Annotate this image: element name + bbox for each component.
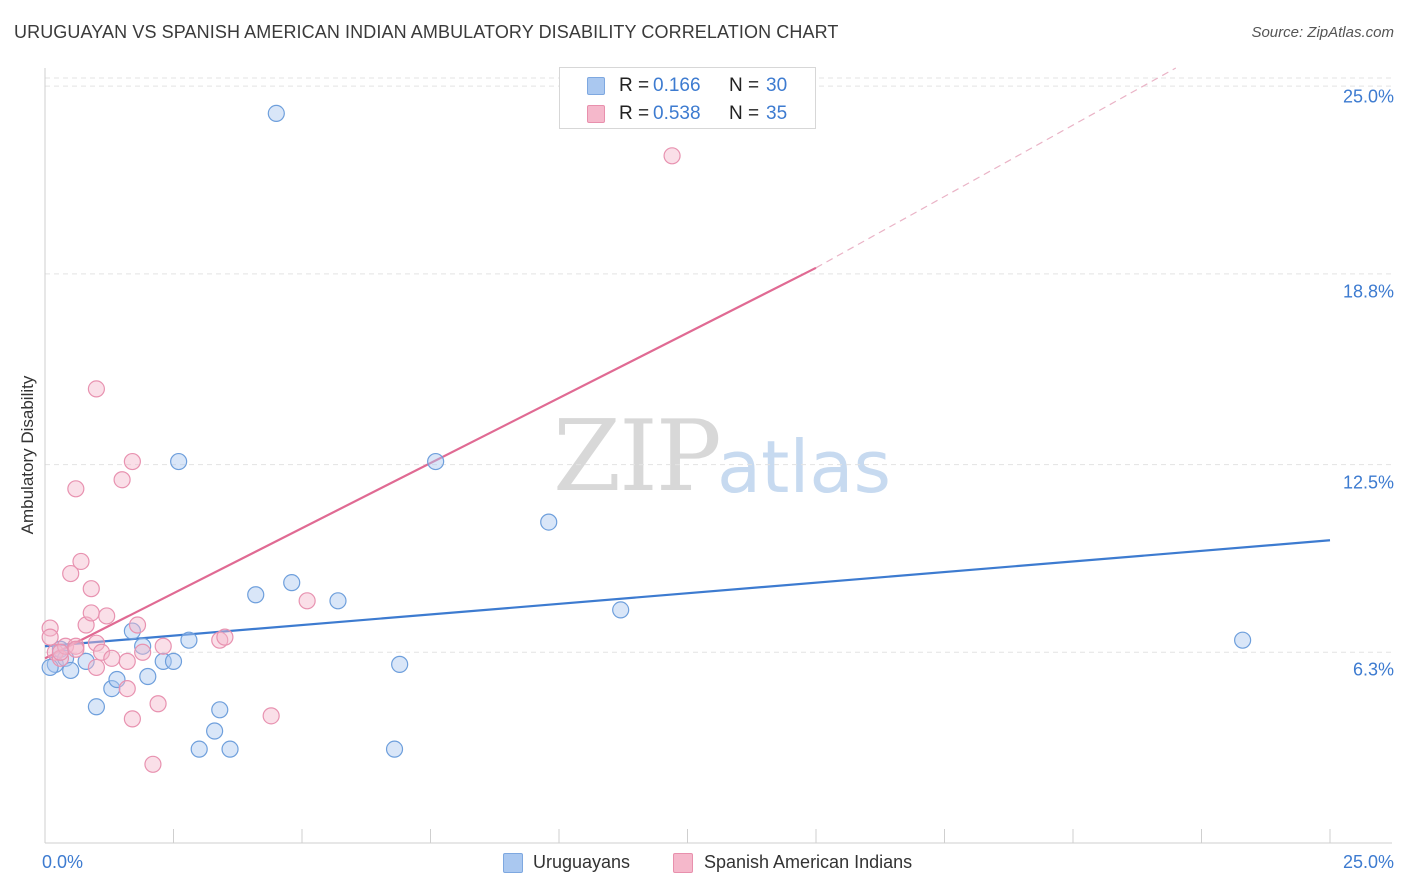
x-tick-label-max: 25.0% (1342, 852, 1394, 872)
point-spanish-american-indians (82, 604, 100, 622)
point-uruguayans (134, 637, 152, 655)
point-spanish-american-indians (262, 707, 280, 725)
point-spanish-american-indians (87, 658, 106, 677)
trendlines (44, 67, 1331, 660)
legend-swatch-uruguayans (587, 77, 605, 95)
source-label: Source: ZipAtlas.com (1251, 24, 1394, 41)
trendline-extension (815, 67, 1177, 269)
legend-r-value: 0.538 (653, 103, 701, 124)
point-spanish-american-indians (123, 452, 141, 471)
axes (44, 68, 1392, 844)
y-tick-label: 6.3% (1352, 659, 1394, 680)
stats-legend: R = 0.166 N = 30 R = 0.538 N = 35 (559, 67, 816, 129)
gridlines (45, 77, 1392, 653)
point-spanish-american-indians (103, 649, 121, 667)
point-spanish-american-indians (154, 637, 172, 655)
point-uruguayans (180, 631, 198, 649)
point-spanish-american-indians (41, 619, 59, 637)
legend-n-value: 30 (766, 75, 788, 96)
point-uruguayans (190, 740, 208, 758)
trendline-uruguayans (44, 539, 1331, 648)
legend-label-spanish-american-indians: Spanish American Indians (704, 852, 913, 872)
chart-title: URUGUAYAN VS SPANISH AMERICAN INDIAN AMB… (14, 22, 839, 42)
legend-n-value: 35 (766, 103, 788, 124)
point-uruguayans (391, 655, 409, 673)
point-spanish-american-indians (87, 380, 106, 398)
point-uruguayans (427, 452, 445, 471)
y-axis-label: Ambulatory Disability (18, 375, 37, 535)
legend-r-label: R = (619, 103, 650, 124)
point-spanish-american-indians (62, 564, 80, 583)
point-spanish-american-indians (118, 680, 136, 698)
point-spanish-american-indians (72, 552, 90, 571)
point-uruguayans (385, 740, 404, 758)
point-uruguayans (77, 652, 95, 670)
point-spanish-american-indians (87, 634, 106, 652)
point-uruguayans (329, 592, 347, 610)
legend-swatch-spanish-american-indians (587, 105, 605, 123)
x-tick-label-min: 0.0% (42, 852, 84, 872)
legend-swatch-spanish-american-indians-bottom (673, 853, 693, 873)
watermark-zip: ZIP (553, 400, 722, 514)
point-spanish-american-indians (82, 580, 100, 598)
point-spanish-american-indians (216, 628, 234, 646)
point-uruguayans (164, 652, 183, 670)
point-uruguayans (247, 586, 265, 604)
point-spanish-american-indians (51, 643, 70, 661)
legend-label-uruguayans: Uruguayans (533, 852, 631, 872)
point-spanish-american-indians (663, 147, 681, 165)
legend-swatch-uruguayans-bottom (503, 853, 523, 873)
data-points (41, 104, 1252, 773)
point-spanish-american-indians (134, 643, 152, 661)
point-spanish-american-indians (113, 471, 131, 489)
y-tick-label: 12.5% (1342, 472, 1394, 493)
point-uruguayans (267, 104, 285, 123)
point-spanish-american-indians (67, 640, 85, 658)
point-uruguayans (139, 667, 157, 686)
point-spanish-american-indians (41, 628, 59, 646)
point-uruguayans (170, 452, 188, 471)
legend-r-value: 0.166 (653, 75, 701, 96)
point-spanish-american-indians (98, 607, 116, 625)
point-spanish-american-indians (149, 695, 167, 713)
point-uruguayans (612, 601, 630, 619)
point-spanish-american-indians (67, 480, 85, 498)
point-spanish-american-indians (92, 643, 111, 661)
point-uruguayans (206, 722, 224, 740)
point-uruguayans (211, 701, 229, 719)
point-spanish-american-indians (298, 592, 316, 610)
trendline-spanish-american-indians (44, 266, 817, 660)
legend-n-label: N = (729, 103, 760, 124)
point-uruguayans (62, 661, 80, 680)
point-uruguayans (540, 513, 558, 531)
point-spanish-american-indians (144, 755, 162, 773)
point-spanish-american-indians (211, 631, 229, 649)
point-uruguayans (221, 740, 239, 758)
y-tick-label: 18.8% (1342, 281, 1394, 302)
point-spanish-american-indians (118, 652, 136, 670)
legend-r-label: R = (619, 75, 650, 96)
point-spanish-american-indians (123, 710, 141, 728)
watermark-atlas: atlas (717, 425, 891, 509)
point-spanish-american-indians (128, 616, 147, 634)
point-uruguayans (283, 574, 301, 592)
legend-n-label: N = (729, 75, 760, 96)
y-tick-label: 25.0% (1342, 86, 1394, 107)
point-uruguayans (1234, 631, 1252, 649)
point-uruguayans (87, 698, 106, 716)
